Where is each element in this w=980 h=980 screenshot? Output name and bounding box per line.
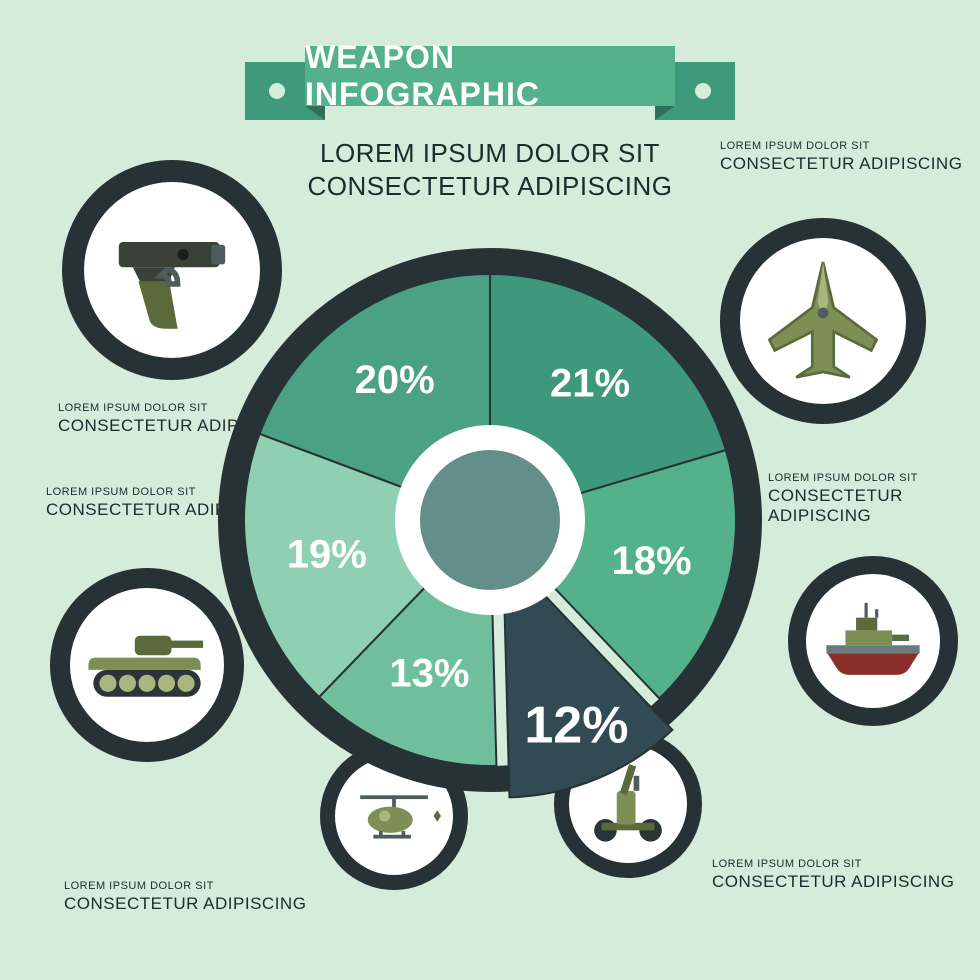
cap-mid-right: LOREM IPSUM DOLOR SIT CONSECTETUR ADIPISC… bbox=[768, 472, 980, 526]
cap-bottom-left: LOREM IPSUM DOLOR SIT CONSECTETUR ADIPISC… bbox=[64, 880, 306, 914]
pie-slice-label: 13% bbox=[389, 651, 469, 695]
caption-small: LOREM IPSUM DOLOR SIT bbox=[64, 880, 306, 892]
cap-bottom-right: LOREM IPSUM DOLOR SIT CONSECTETUR ADIPISC… bbox=[712, 858, 954, 892]
badge-warship bbox=[788, 556, 958, 726]
caption-small: LOREM IPSUM DOLOR SIT bbox=[768, 472, 980, 484]
ribbon-main: WEAPON INFOGRAPHIC bbox=[305, 46, 675, 106]
warship-icon bbox=[806, 574, 940, 708]
caption-large: CONSECTETUR ADIPISCING bbox=[712, 872, 954, 892]
caption-large: CONSECTETUR ADIPISCING bbox=[768, 486, 980, 526]
pie-slice-label: 20% bbox=[355, 358, 435, 402]
pie-slice-label: 12% bbox=[524, 696, 628, 754]
caption-large: CONSECTETUR ADIPISCING bbox=[720, 154, 962, 174]
caption-large: CONSECTETUR ADIPISCING bbox=[64, 894, 306, 914]
tank-icon bbox=[70, 588, 224, 742]
caption-small: LOREM IPSUM DOLOR SIT bbox=[720, 140, 962, 152]
cap-top-right: LOREM IPSUM DOLOR SIT CONSECTETUR ADIPISC… bbox=[720, 140, 962, 174]
pie-slice-label: 18% bbox=[612, 539, 692, 583]
subtitle-line-2: CONSECTETUR ADIPISCING bbox=[308, 171, 673, 202]
pie-slice-label: 21% bbox=[550, 362, 630, 406]
caption-small: LOREM IPSUM DOLOR SIT bbox=[712, 858, 954, 870]
title-ribbon: WEAPON INFOGRAPHIC bbox=[245, 46, 735, 120]
pie-chart: 21% 18% 12% 13% 19% 20% bbox=[210, 240, 770, 800]
page-title: WEAPON INFOGRAPHIC bbox=[305, 39, 675, 113]
pie-slice-label: 19% bbox=[287, 532, 367, 576]
subtitle-line-1: LOREM IPSUM DOLOR SIT bbox=[308, 138, 673, 169]
subtitle-block: LOREM IPSUM DOLOR SIT CONSECTETUR ADIPIS… bbox=[308, 138, 673, 202]
